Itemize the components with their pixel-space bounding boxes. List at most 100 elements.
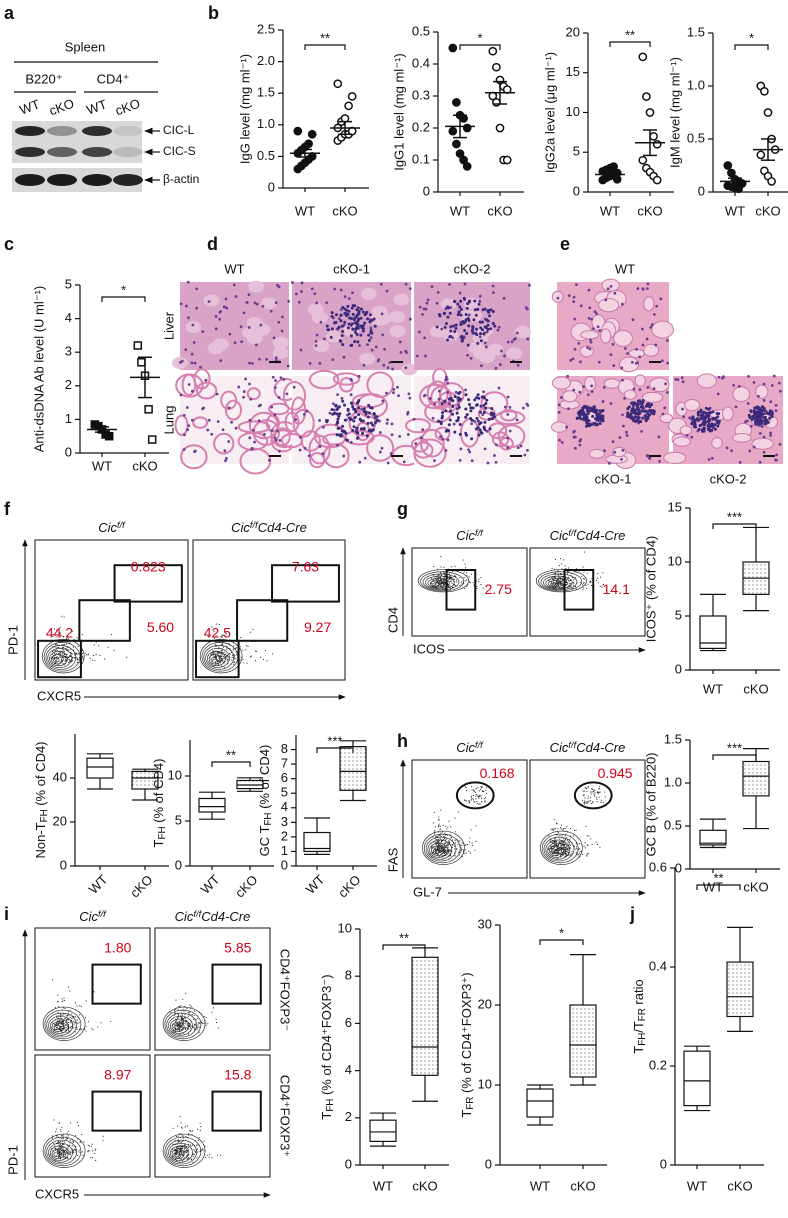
y-axis-label: IgG level (mg ml⁻¹) xyxy=(237,54,252,164)
event-dot xyxy=(66,654,67,655)
x-tick-label: WT xyxy=(198,872,223,897)
micrograph xyxy=(291,281,417,375)
event-dot xyxy=(447,827,448,828)
event-dot xyxy=(454,848,455,849)
nucleus xyxy=(612,343,615,346)
event-dot xyxy=(197,1018,198,1019)
event-dot xyxy=(216,656,217,657)
infiltrate-cell xyxy=(449,418,452,421)
event-dot xyxy=(78,646,79,647)
event-dot xyxy=(55,1131,56,1132)
event-dot xyxy=(554,847,555,848)
event-dot xyxy=(227,655,228,656)
x-tick-label: WT xyxy=(303,872,328,897)
event-dot xyxy=(596,799,597,800)
infiltrate-cell xyxy=(331,315,334,318)
event-dot xyxy=(90,1157,91,1158)
event-dot xyxy=(175,1012,176,1013)
event-dot xyxy=(575,586,576,587)
event-dot xyxy=(179,1021,180,1022)
event-dot xyxy=(466,787,467,788)
nucleus xyxy=(666,391,669,394)
event-dot xyxy=(434,833,435,834)
event-dot xyxy=(91,1146,92,1147)
event-dot xyxy=(478,581,479,582)
event-dot xyxy=(596,842,597,843)
nucleus xyxy=(390,452,393,455)
event-dot xyxy=(552,579,553,580)
event-dot xyxy=(69,656,70,657)
nucleus xyxy=(313,292,316,295)
event-dot xyxy=(555,852,556,853)
nucleus xyxy=(604,299,607,302)
event-dot xyxy=(63,1138,64,1139)
event-dot xyxy=(68,1146,69,1147)
event-dot xyxy=(472,789,473,790)
nucleus xyxy=(413,418,416,421)
event-dot xyxy=(179,1023,180,1024)
infiltrate-cell xyxy=(350,402,353,405)
infiltrate-cell xyxy=(353,340,356,343)
event-dot xyxy=(60,1129,61,1130)
cell-sheet xyxy=(506,348,522,360)
infiltrate-cell xyxy=(481,395,484,398)
nucleus xyxy=(244,378,247,381)
nucleus xyxy=(331,358,334,361)
event-dot xyxy=(441,856,442,857)
blot-band xyxy=(47,126,77,136)
infiltrate-cell xyxy=(706,424,709,427)
nucleus xyxy=(566,375,569,378)
infiltrate-cell xyxy=(365,413,368,416)
nucleus xyxy=(506,437,509,440)
event-dot xyxy=(68,1011,69,1012)
nucleus xyxy=(473,420,476,423)
event-dot xyxy=(486,787,487,788)
event-dot xyxy=(68,1029,69,1030)
event-dot xyxy=(194,1025,195,1026)
event-dot xyxy=(566,582,567,583)
data-point xyxy=(464,124,471,131)
nucleus xyxy=(747,402,750,405)
data-point xyxy=(504,156,511,163)
event-dot xyxy=(63,655,64,656)
infiltrate-cell xyxy=(438,314,441,317)
nucleus xyxy=(492,285,495,288)
event-dot xyxy=(181,1027,182,1028)
x-tick-label: WT xyxy=(92,458,112,473)
infiltrate-cell xyxy=(470,437,473,440)
nucleus xyxy=(437,291,440,294)
event-dot xyxy=(65,1025,66,1026)
nucleus xyxy=(579,360,582,363)
event-dot xyxy=(590,797,591,798)
event-dot xyxy=(576,830,577,831)
infiltrate-cell xyxy=(637,420,640,423)
infiltrate-cell xyxy=(491,417,494,420)
event-dot xyxy=(71,1018,72,1019)
infiltrate-cell xyxy=(484,407,487,410)
event-dot xyxy=(77,637,78,638)
nucleus xyxy=(414,442,417,445)
event-dot xyxy=(65,659,66,660)
data-point xyxy=(138,359,145,366)
nucleus xyxy=(753,381,756,384)
plot-header-part: Cic xyxy=(456,740,475,755)
micrograph xyxy=(172,281,290,370)
infiltrate-cell xyxy=(444,409,447,412)
event-dot xyxy=(563,843,564,844)
nucleus xyxy=(573,296,576,299)
event-dot xyxy=(480,789,481,790)
nucleus xyxy=(333,288,336,291)
event-dot xyxy=(181,1152,182,1153)
y-tick-label: 5 xyxy=(281,785,288,800)
event-dot xyxy=(438,836,439,837)
event-dot xyxy=(267,660,268,661)
event-dot xyxy=(216,1022,217,1023)
event-dot xyxy=(463,560,464,561)
event-dot xyxy=(439,824,440,825)
infiltrate-cell xyxy=(449,410,452,413)
event-dot xyxy=(62,1135,63,1136)
event-dot xyxy=(67,1152,68,1153)
nucleus xyxy=(664,382,667,385)
event-dot xyxy=(183,1137,184,1138)
event-dot xyxy=(59,1123,60,1124)
